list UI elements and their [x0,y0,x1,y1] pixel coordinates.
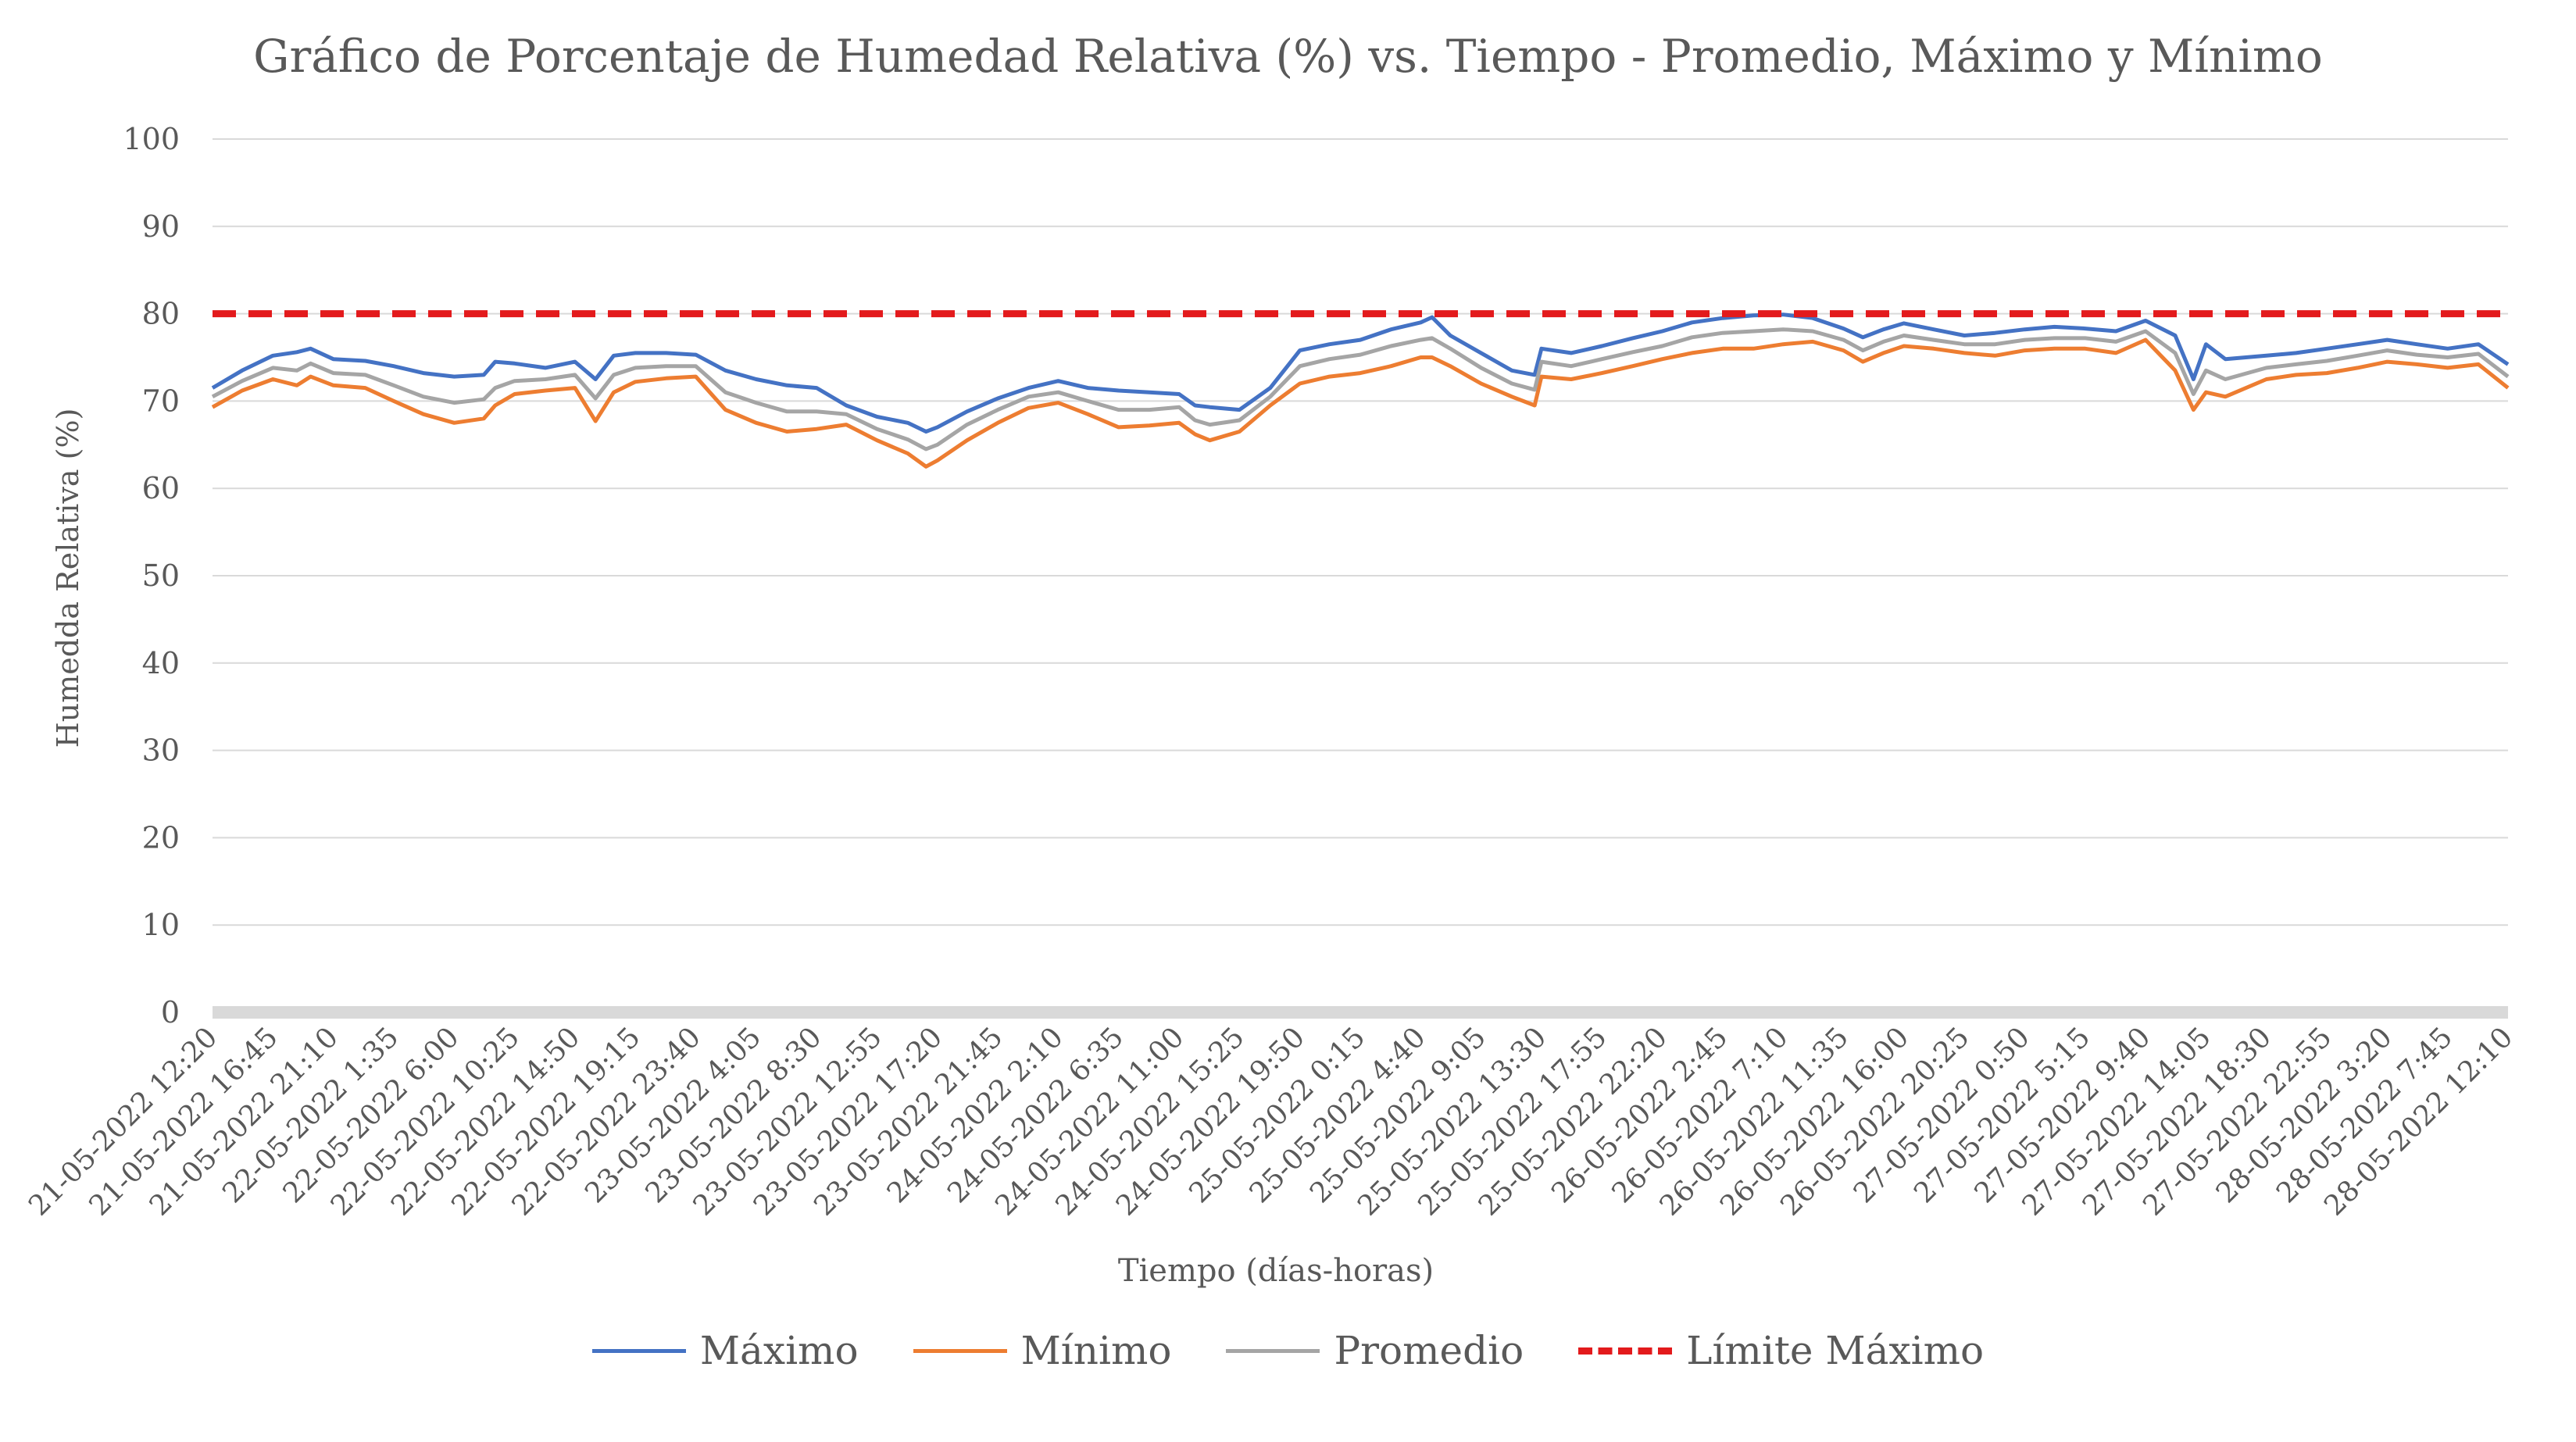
legend-label: Máximo [699,1328,859,1373]
legend-item: Máximo [591,1328,859,1373]
y-tick-label: 90 [142,209,180,244]
y-tick-label: 60 [142,471,180,505]
legend-swatch [591,1348,686,1353]
gridlines [213,138,2508,1019]
legend-item: Promedio [1226,1328,1524,1373]
legend-swatch [1226,1348,1320,1353]
y-tick-label: 20 [142,820,180,855]
chart-title: Gráfico de Porcentaje de Humedad Relativ… [253,30,2323,83]
y-tick-label: 80 [142,297,180,331]
legend-item: Límite Máximo [1578,1328,1984,1373]
y-axis-ticks: 0 10 20 30 40 50 60 70 80 90 100 [123,122,180,1030]
y-tick-label: 10 [142,908,180,942]
series-line-minimo [211,337,2510,469]
legend-swatch [913,1348,1007,1353]
y-axis-label: Humedda Relativa (%) [51,409,85,748]
series-lines [211,310,2510,469]
legend-label: Promedio [1334,1328,1524,1373]
series-line-promedio [211,327,2510,452]
legend-item: Mínimo [913,1328,1172,1373]
y-tick-label: 30 [142,733,180,768]
y-tick-label: 40 [142,646,180,680]
y-tick-label: 70 [142,384,180,418]
legend-label: Mínimo [1020,1328,1172,1373]
y-tick-label: 100 [123,122,180,156]
y-tick-label: 50 [142,559,180,593]
legend: Máximo Mínimo Promedio Límite Máximo [0,1328,2576,1373]
legend-label: Límite Máximo [1686,1328,1985,1373]
series-line-maximo [211,312,2510,434]
y-tick-label: 0 [161,995,180,1030]
x-axis-label: Tiempo (días-horas) [1118,1253,1434,1289]
legend-swatch [1578,1347,1673,1355]
